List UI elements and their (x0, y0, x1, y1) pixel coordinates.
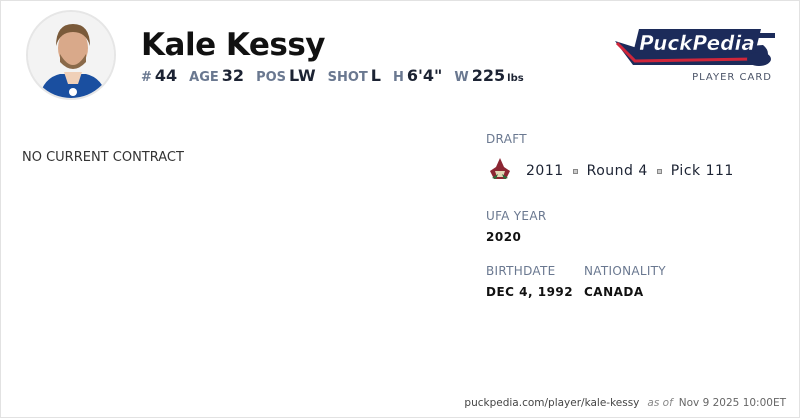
ufa-year-value: 2020 (486, 230, 522, 244)
weight-label: W (454, 70, 469, 85)
puckpedia-logo[interactable]: PuckPedia (613, 23, 775, 73)
player-card-label: PLAYER CARD (692, 72, 772, 83)
player-url-link[interactable]: puckpedia.com/player/kale-kessy (464, 397, 640, 409)
height-label: H (393, 70, 404, 85)
player-name: Kale Kessy (141, 27, 326, 63)
player-stats: # 44 AGE 32 POS LW SHOT L H 6'4" W 225 l… (141, 66, 524, 85)
nationality-label: NATIONALITY (584, 264, 666, 278)
height-value: 6'4" (406, 66, 443, 85)
birthdate-value: DEC 4, 1992 (486, 285, 574, 299)
draft-year: 2011 (526, 163, 564, 179)
player-avatar (26, 10, 116, 100)
position-value: LW (289, 66, 316, 85)
draft-pick: Pick 111 (670, 163, 734, 179)
birthdate-label: BIRTHDATE (486, 264, 556, 278)
shot-value: L (370, 66, 381, 85)
timestamp: Nov 9 2025 10:00ET (678, 397, 786, 409)
as-of-label: as of (647, 397, 673, 409)
ufa-year-label: UFA YEAR (486, 209, 547, 223)
position-label: POS (256, 70, 287, 85)
shot-label: SHOT (327, 70, 368, 85)
separator-icon (656, 168, 662, 174)
weight-unit: lbs (507, 73, 524, 84)
age-label: AGE (189, 70, 219, 85)
number-label: # (141, 70, 152, 85)
draft-info: 2011 Round 4 Pick 111 (488, 157, 734, 185)
draft-round: Round 4 (586, 163, 648, 179)
coyotes-logo-icon (488, 157, 512, 185)
age-value: 32 (221, 66, 245, 85)
footer: puckpedia.com/player/kale-kessy as of Nov … (464, 397, 786, 409)
nationality-value: CANADA (584, 285, 644, 299)
contract-status: NO CURRENT CONTRACT (22, 150, 184, 165)
separator-icon (572, 168, 578, 174)
number-value: 44 (154, 66, 178, 85)
logo-text: PuckPedia (639, 31, 755, 55)
draft-label: DRAFT (486, 132, 527, 146)
weight-value: 225 (471, 66, 506, 85)
